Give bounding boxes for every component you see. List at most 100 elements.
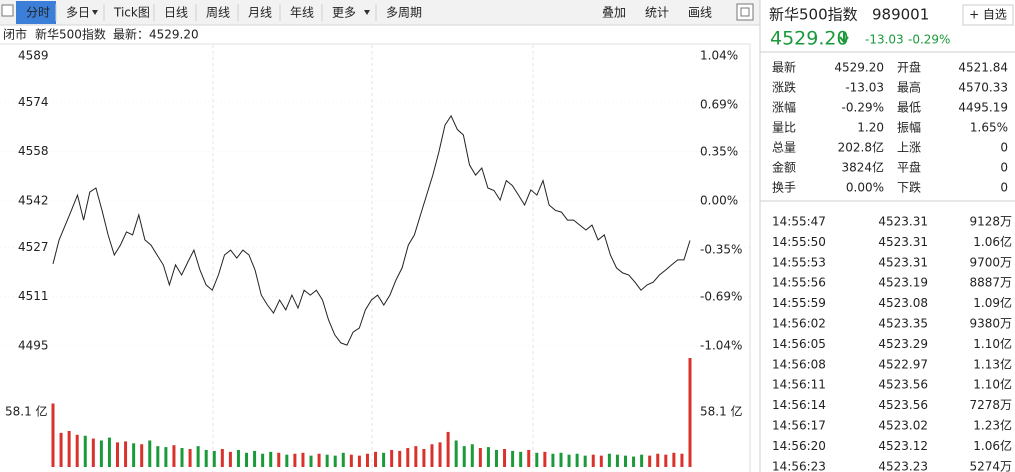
volume-bar <box>430 444 434 467</box>
tick-volume: 9128万 <box>969 215 1012 229</box>
volume-bar <box>236 449 240 467</box>
checkbox[interactable] <box>1 4 14 17</box>
volume-bar <box>527 449 531 467</box>
volume-bar <box>607 453 611 467</box>
tick-time: 14:56:05 <box>772 337 826 351</box>
volume-bar <box>188 448 192 467</box>
chart-header: 闭市 新华500指数 最新：4529.20 <box>3 27 199 42</box>
volume-bar <box>212 450 216 467</box>
toolbar-tab[interactable]: 周线 <box>206 6 230 20</box>
volume-bar <box>349 454 353 467</box>
volume-bar <box>301 452 305 467</box>
volume-bar <box>454 440 458 467</box>
volume-bar <box>99 440 103 467</box>
volume-bar <box>140 444 144 467</box>
tick-price: 4523.08 <box>878 296 928 310</box>
quote-code: 989001 <box>872 6 929 24</box>
volume-bar <box>688 358 692 467</box>
toolbar-tool[interactable]: 叠加 <box>602 6 626 20</box>
y-tick-label: 4542 <box>18 194 49 208</box>
toolbar <box>0 0 760 25</box>
tick-volume: 1.23亿 <box>973 418 1012 433</box>
y2-tick-label: -1.04% <box>700 339 742 353</box>
volume-bar <box>406 448 410 467</box>
tick-price: 4523.35 <box>878 317 928 331</box>
quote-name: 新华500指数 <box>769 6 858 24</box>
stat-value: 4495.19 <box>958 101 1008 115</box>
volume-bar <box>559 452 563 467</box>
tick-volume: 9380万 <box>969 317 1012 331</box>
volume-bar <box>220 448 224 467</box>
window-button[interactable] <box>736 3 754 21</box>
volume-bar <box>261 453 265 467</box>
tick-volume: 1.06亿 <box>973 234 1012 249</box>
volume-bar <box>293 453 297 467</box>
volume-bar <box>148 440 152 467</box>
toolbar-tab[interactable]: 分时 <box>26 6 50 20</box>
volume-bar <box>253 450 257 467</box>
volume-bar <box>615 454 619 467</box>
volume-bar <box>116 442 120 467</box>
volume-bar <box>623 455 627 467</box>
toolbar-tool[interactable]: 画线 <box>688 6 712 20</box>
tick-volume: 1.06亿 <box>973 438 1012 453</box>
stat-label: 下跌 <box>897 180 921 195</box>
y2-tick-label: -0.35% <box>700 242 742 256</box>
volume-bar <box>333 455 337 467</box>
stat-value: 0.00% <box>846 181 884 195</box>
volume-bar <box>51 403 55 467</box>
stat-value: 0 <box>1000 181 1008 195</box>
toolbar-tab[interactable]: 更多 <box>332 6 356 20</box>
volume-bar <box>511 450 515 467</box>
window-icon <box>740 7 750 17</box>
volume-bar <box>382 452 386 467</box>
tick-volume: 9700万 <box>969 255 1012 269</box>
toolbar-tab[interactable]: 多周期 <box>386 6 422 20</box>
market-status: 闭市 <box>3 27 27 42</box>
volume-bar <box>543 451 547 467</box>
stat-label: 最高 <box>897 80 921 95</box>
watchlist-button[interactable] <box>962 4 1014 26</box>
toolbar-tab[interactable]: Tick图 <box>113 6 150 20</box>
watchlist-button-label: + 自选 <box>969 8 1007 22</box>
volume-bar <box>599 455 603 467</box>
volume-bar <box>390 449 394 467</box>
stat-value: 4521.84 <box>958 61 1008 75</box>
y-tick-label: 4527 <box>18 240 49 254</box>
volume-bar <box>664 454 668 467</box>
volume-bar <box>632 456 636 467</box>
volume-bar <box>462 446 466 467</box>
volume-bar <box>83 435 87 467</box>
stat-value: 4529.20 <box>834 61 884 75</box>
stat-label: 总量 <box>772 141 796 155</box>
y2-tick-label: 0.35% <box>700 145 738 159</box>
y-tick-label: 4589 <box>18 49 49 63</box>
tick-time: 14:55:50 <box>772 235 826 249</box>
volume-bar <box>164 447 168 467</box>
tick-time: 14:56:02 <box>772 317 826 331</box>
stat-value: -0.29% <box>842 101 884 115</box>
toolbar-tab[interactable]: 年线 <box>290 6 314 20</box>
volume-bar <box>245 452 249 467</box>
volume-bar <box>75 434 79 467</box>
volume-bar <box>172 445 176 467</box>
volume-bar <box>583 455 587 467</box>
tick-volume: 7278万 <box>969 398 1012 412</box>
volume-bar <box>414 446 418 467</box>
tick-volume: 1.09亿 <box>973 295 1012 310</box>
tick-price: 4523.31 <box>878 235 928 249</box>
stat-value: 0 <box>1000 161 1008 175</box>
toolbar-tab[interactable]: 日线 <box>164 6 188 20</box>
y2-tick-label: 1.04% <box>700 49 738 63</box>
stat-label: 平盘 <box>897 160 921 175</box>
volume-bar <box>91 438 95 467</box>
tick-price: 4523.19 <box>878 276 928 290</box>
tick-time: 14:56:17 <box>772 419 826 433</box>
toolbar-tool[interactable]: 统计 <box>645 6 669 20</box>
tick-volume: 1.10亿 <box>973 377 1012 392</box>
toolbar-tab[interactable]: 多日 <box>66 6 90 20</box>
toolbar-tab[interactable]: 月线 <box>248 6 272 20</box>
volume-bar <box>470 444 474 467</box>
tick-volume: 5274万 <box>969 459 1012 472</box>
volume-bar <box>656 453 660 467</box>
